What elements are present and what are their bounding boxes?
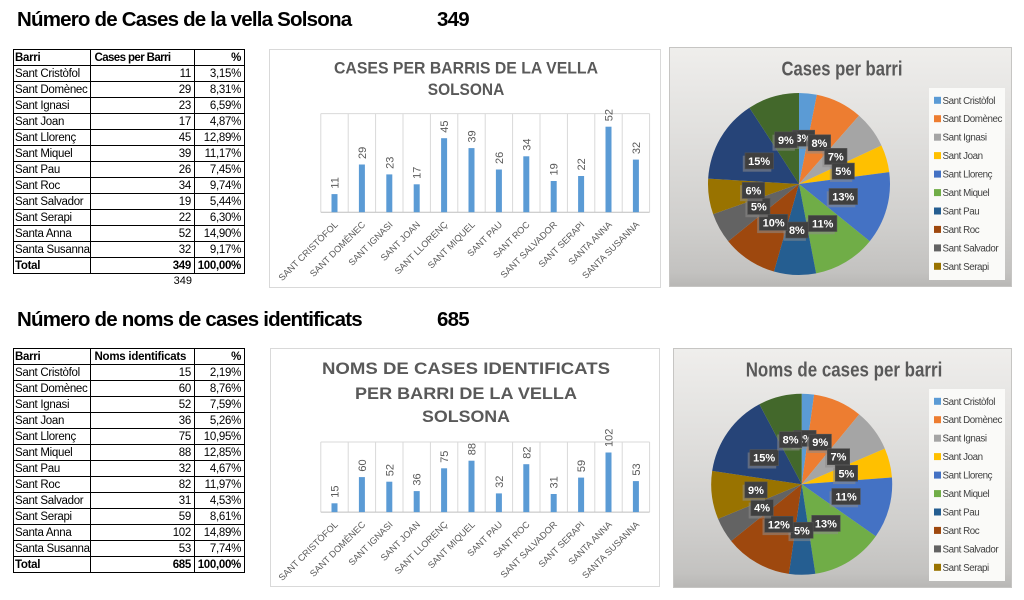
svg-text:Sant Llorenç: Sant Llorenç xyxy=(943,170,993,181)
svg-text:8%: 8% xyxy=(811,138,827,150)
svg-text:36: 36 xyxy=(412,473,424,485)
svg-text:15%: 15% xyxy=(753,453,775,465)
svg-text:52: 52 xyxy=(604,109,616,121)
svg-text:15: 15 xyxy=(330,486,342,498)
svg-text:15%: 15% xyxy=(748,156,770,168)
svg-text:Sant Llorenç: Sant Llorenç xyxy=(943,471,993,482)
svg-text:Sant Ignasi: Sant Ignasi xyxy=(943,133,987,144)
svg-text:22: 22 xyxy=(576,158,588,170)
svg-text:9%: 9% xyxy=(778,135,794,147)
svg-text:19: 19 xyxy=(549,163,561,175)
svg-text:6%: 6% xyxy=(745,185,761,197)
svg-text:SOLSONA: SOLSONA xyxy=(428,80,505,99)
svg-text:CASES PER BARRIS DE LA VELLA: CASES PER BARRIS DE LA VELLA xyxy=(334,59,598,78)
svg-text:75: 75 xyxy=(439,451,451,463)
svg-text:Sant Miquel: Sant Miquel xyxy=(943,489,990,500)
svg-text:10%: 10% xyxy=(763,217,785,229)
svg-text:Sant Miquel: Sant Miquel xyxy=(943,188,990,199)
svg-text:17: 17 xyxy=(412,167,424,179)
svg-text:Sant Cristòfol: Sant Cristòfol xyxy=(943,397,996,408)
svg-text:Sant Salvador: Sant Salvador xyxy=(943,544,1000,555)
svg-text:5%: 5% xyxy=(838,468,854,480)
svg-text:7%: 7% xyxy=(828,151,844,163)
svg-text:82: 82 xyxy=(521,446,533,458)
svg-text:39: 39 xyxy=(467,130,479,142)
svg-text:102: 102 xyxy=(604,429,616,447)
svg-text:4%: 4% xyxy=(754,503,770,515)
svg-text:5%: 5% xyxy=(751,201,767,213)
svg-text:9%: 9% xyxy=(748,485,764,497)
svg-text:8%: 8% xyxy=(783,435,799,447)
svg-text:29: 29 xyxy=(357,147,369,159)
svg-text:Sant Serapi: Sant Serapi xyxy=(943,563,990,574)
svg-text:7%: 7% xyxy=(831,452,847,464)
svg-text:88: 88 xyxy=(467,443,479,455)
svg-text:9%: 9% xyxy=(812,437,828,449)
svg-text:59: 59 xyxy=(576,460,588,472)
svg-text:Sant Domènec: Sant Domènec xyxy=(943,415,1003,426)
svg-text:52: 52 xyxy=(384,464,396,476)
svg-text:Sant Roc: Sant Roc xyxy=(943,225,980,236)
svg-text:Sant Domènec: Sant Domènec xyxy=(943,114,1003,125)
svg-text:5%: 5% xyxy=(835,166,851,178)
svg-text:32: 32 xyxy=(494,476,506,488)
svg-text:Sant Joan: Sant Joan xyxy=(943,452,983,463)
svg-text:11%: 11% xyxy=(812,219,834,231)
svg-text:Sant Serapi: Sant Serapi xyxy=(943,262,990,273)
svg-text:SOLSONA: SOLSONA xyxy=(422,407,510,426)
svg-text:5%: 5% xyxy=(794,525,810,537)
svg-text:11: 11 xyxy=(330,177,342,188)
svg-text:PER BARRI DE LA VELLA: PER BARRI DE LA VELLA xyxy=(355,384,577,403)
svg-text:60: 60 xyxy=(357,459,369,471)
svg-text:Sant Salvador: Sant Salvador xyxy=(943,243,1000,254)
svg-text:13%: 13% xyxy=(832,192,854,204)
svg-text:Sant Roc: Sant Roc xyxy=(943,526,980,537)
svg-text:45: 45 xyxy=(439,120,451,132)
svg-text:11%: 11% xyxy=(835,492,857,504)
svg-text:Sant Joan: Sant Joan xyxy=(943,151,983,162)
svg-text:Sant Cristòfol: Sant Cristòfol xyxy=(943,96,996,107)
svg-text:Sant Pau: Sant Pau xyxy=(943,207,980,218)
svg-text:53: 53 xyxy=(631,463,643,475)
svg-text:34: 34 xyxy=(521,139,533,151)
svg-text:NOMS DE CASES IDENTIFICATS: NOMS DE CASES IDENTIFICATS xyxy=(322,359,610,378)
svg-text:23: 23 xyxy=(384,157,396,169)
svg-text:31: 31 xyxy=(549,476,561,488)
svg-text:13%: 13% xyxy=(815,518,837,530)
svg-text:32: 32 xyxy=(631,142,643,154)
svg-text:8%: 8% xyxy=(789,225,805,237)
svg-text:Sant Ignasi: Sant Ignasi xyxy=(943,434,987,445)
svg-text:Noms de cases per barri: Noms de cases per barri xyxy=(746,360,943,382)
svg-text:Cases per barri: Cases per barri xyxy=(782,59,903,81)
svg-text:Sant Pau: Sant Pau xyxy=(943,508,980,519)
svg-text:26: 26 xyxy=(494,152,506,164)
svg-text:12%: 12% xyxy=(768,519,790,531)
